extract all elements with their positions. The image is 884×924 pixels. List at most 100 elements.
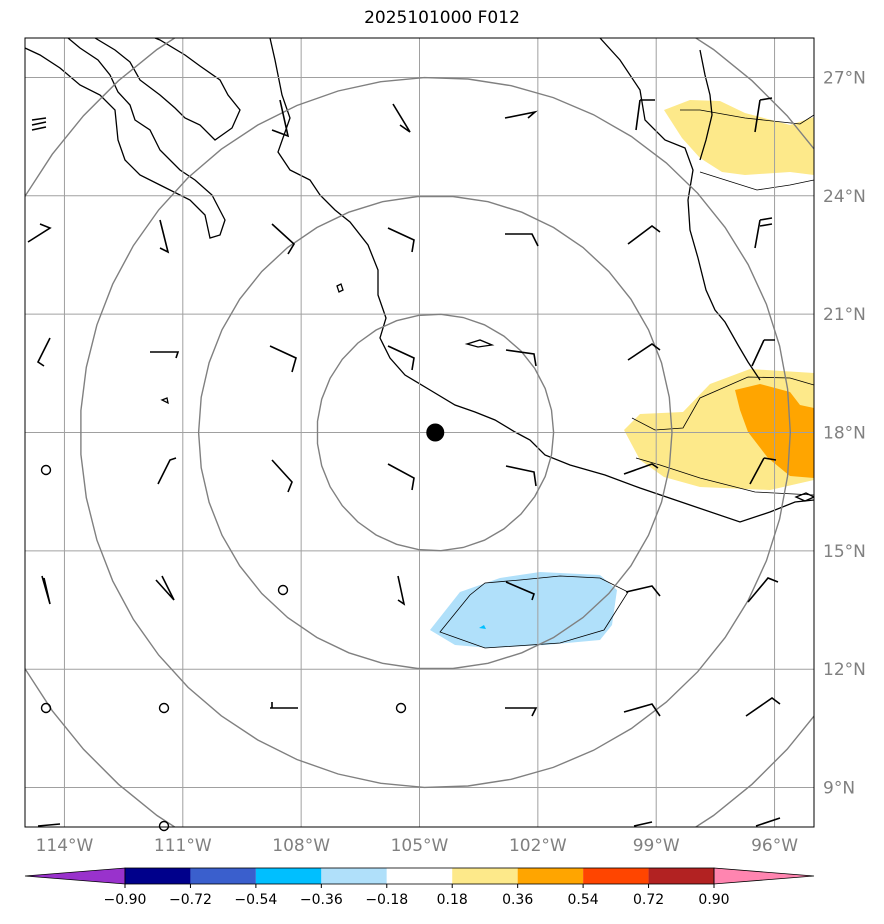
colorbar-bin bbox=[648, 868, 714, 884]
wind-barb bbox=[623, 463, 659, 475]
anomaly-contour bbox=[680, 109, 814, 125]
calm-wind-circle bbox=[158, 820, 170, 832]
colorbar-tick-label: 0.90 bbox=[698, 892, 729, 908]
latitude-tick-label: 18°N bbox=[823, 424, 866, 444]
longitude-tick-label: 108°W bbox=[272, 836, 330, 856]
range-ring bbox=[80, 76, 792, 789]
wind-barb bbox=[36, 337, 51, 367]
longitude-labels: 114°W 111°W 108°W 105°W 102°W 99°W 96°W bbox=[36, 836, 799, 856]
latitude-tick-label: 12°N bbox=[823, 660, 866, 680]
anomaly-contour bbox=[631, 376, 814, 431]
colorbar-extend-high bbox=[713, 867, 815, 885]
gulf-of-mexico-coast bbox=[599, 38, 761, 381]
wind-barb bbox=[751, 339, 775, 367]
wind-barb bbox=[159, 219, 170, 254]
wind-barb bbox=[505, 233, 539, 247]
latitude-tick-label: 27°N bbox=[823, 68, 866, 88]
colorbar-tick-label: 0.18 bbox=[437, 892, 468, 908]
wind-barb bbox=[37, 823, 61, 827]
colorbar: −0.90 −0.72 −0.54 −0.36 −0.18 0.18 0.36 0.54 0.7… bbox=[24, 867, 815, 908]
wind-barb bbox=[41, 575, 51, 605]
wind-barb bbox=[754, 97, 773, 133]
gulf-coast-east bbox=[699, 49, 713, 161]
wind-barb bbox=[633, 821, 653, 827]
wind-barb bbox=[755, 817, 781, 827]
wind-barb bbox=[27, 223, 52, 243]
colorbar-tick-label: −0.54 bbox=[234, 892, 277, 908]
longitude-tick-label: 96°W bbox=[751, 836, 798, 856]
island bbox=[336, 283, 344, 293]
island bbox=[794, 492, 814, 502]
latitude-tick-label: 9°N bbox=[823, 779, 855, 799]
wind-barb bbox=[504, 110, 538, 119]
wind-barb bbox=[387, 345, 415, 371]
wind-barb bbox=[271, 99, 290, 138]
wind-barb bbox=[157, 457, 177, 485]
anomaly-contour bbox=[439, 575, 629, 649]
colorbar-tick-label: 0.72 bbox=[633, 892, 664, 908]
wind-barb bbox=[635, 99, 655, 131]
longitude-tick-label: 105°W bbox=[391, 836, 449, 856]
wind-barb bbox=[627, 225, 661, 245]
colorbar-tick-label: 0.36 bbox=[502, 892, 533, 908]
wind-barb bbox=[505, 465, 537, 487]
colorbar-tick-label: −0.18 bbox=[365, 892, 408, 908]
wind-barb bbox=[150, 351, 180, 359]
wind-barb bbox=[623, 703, 661, 717]
longitude-tick-label: 99°W bbox=[633, 836, 680, 856]
latitude-tick-label: 15°N bbox=[823, 542, 866, 562]
calm-wind-circle bbox=[40, 702, 52, 714]
negative-anomaly-shading bbox=[430, 572, 617, 648]
colorbar-bin bbox=[517, 868, 584, 884]
colorbar-bin bbox=[452, 868, 518, 884]
calm-wind-circle bbox=[158, 702, 170, 714]
longitude-tick-label: 111°W bbox=[154, 836, 212, 856]
calm-wind-circle bbox=[40, 464, 52, 476]
wind-barb bbox=[625, 585, 661, 597]
island bbox=[160, 397, 169, 405]
colorbar-tick-label: −0.36 bbox=[300, 892, 343, 908]
wind-barb bbox=[271, 459, 293, 493]
latitude-labels: 27°N 24°N 21°N 18°N 15°N 12°N 9°N bbox=[823, 68, 866, 798]
negative-anomaly-fleck bbox=[479, 625, 486, 629]
colorbar-tick-label: 0.54 bbox=[568, 892, 599, 908]
island bbox=[464, 339, 495, 348]
calm-wind-circle bbox=[395, 702, 407, 714]
wind-barb bbox=[397, 575, 406, 606]
wind-barb bbox=[627, 343, 661, 361]
calm-wind-circle bbox=[277, 584, 289, 596]
colorbar-bin bbox=[321, 868, 387, 884]
graticule bbox=[25, 38, 814, 827]
range-ring bbox=[197, 195, 673, 670]
positive-anomaly-shading-north bbox=[664, 100, 814, 175]
colorbar-tick-label: −0.72 bbox=[169, 892, 212, 908]
colorbar-bin bbox=[386, 868, 453, 884]
wind-barb bbox=[505, 707, 538, 717]
latitude-tick-label: 24°N bbox=[823, 187, 866, 207]
wind-barb bbox=[271, 223, 296, 255]
longitude-tick-label: 102°W bbox=[509, 836, 567, 856]
calm-wind-markers bbox=[40, 464, 407, 832]
baja-california-west-coast bbox=[25, 38, 226, 239]
anomaly-contour bbox=[699, 171, 814, 191]
wind-barb bbox=[745, 697, 781, 717]
longitude-tick-label: 114°W bbox=[36, 836, 94, 856]
wind-barb bbox=[31, 117, 47, 131]
wind-barb bbox=[392, 103, 411, 133]
wind-barb bbox=[754, 217, 773, 249]
map-title: 2025101000 F012 bbox=[364, 8, 520, 28]
colorbar-bin bbox=[583, 868, 649, 884]
wind-barbs bbox=[27, 97, 781, 827]
wind-barb bbox=[155, 575, 175, 601]
colorbar-frame bbox=[124, 867, 715, 885]
mexico-pacific-coast bbox=[269, 38, 814, 523]
wind-barb bbox=[269, 345, 297, 373]
wind-barb bbox=[747, 577, 779, 603]
wind-barb bbox=[505, 581, 535, 601]
storm-center-marker bbox=[426, 423, 445, 442]
colorbar-tick-label: −0.90 bbox=[104, 892, 147, 908]
range-ring bbox=[316, 313, 555, 552]
wind-barb bbox=[270, 702, 298, 709]
